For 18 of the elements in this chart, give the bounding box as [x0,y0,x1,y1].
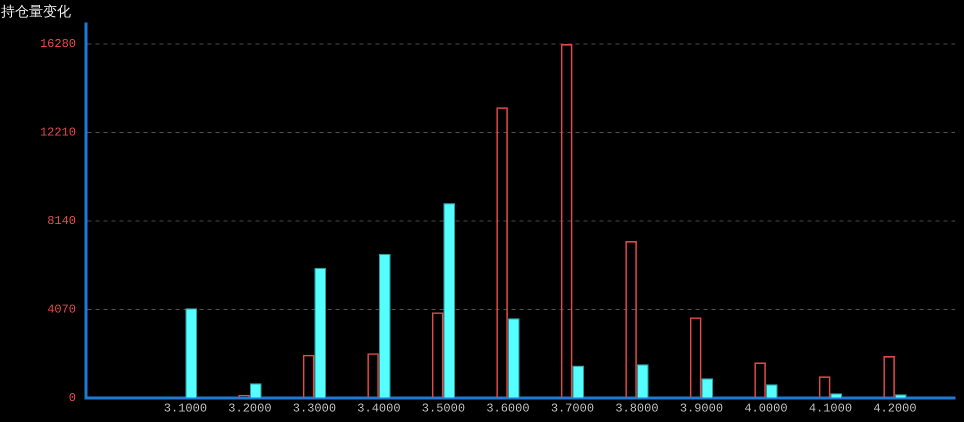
y-tick-label: 12210 [40,126,76,140]
x-tick-label: 3.3000 [292,401,336,416]
x-tick-label: 3.2000 [228,401,272,416]
x-tick-label: 3.7000 [550,401,594,416]
x-tick-label: 3.1000 [164,401,208,416]
x-tick-label: 3.6000 [486,401,530,416]
y-tick-label: 16280 [40,37,76,52]
y-tick-label: 4070 [47,302,76,317]
x-tick-label: 3.8000 [615,401,659,416]
x-tick-label: 3.4000 [357,401,401,416]
x-tick-label: 3.9000 [680,401,724,416]
y-axis-title: 持仓量变化 [1,3,71,21]
y-tick-label: 8140 [47,214,76,228]
x-tick-label: 4.0000 [744,401,788,416]
x-tick-label: 3.5000 [422,401,466,416]
x-tick-label: 4.2000 [873,401,917,416]
x-tick-label: 4.1000 [808,401,852,416]
y-tick-label: 0 [68,391,76,406]
